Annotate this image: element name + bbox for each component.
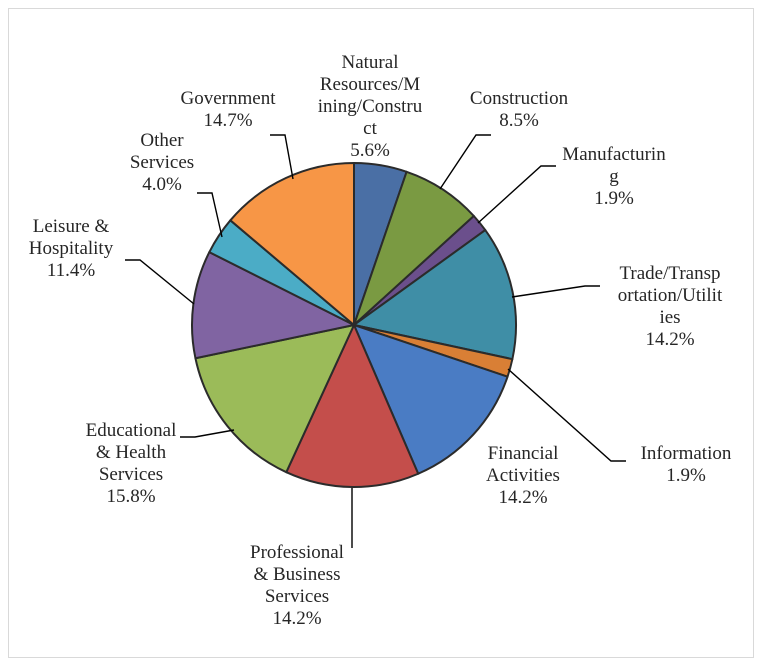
pie-slice-trade-transportation-utilities	[353, 229, 517, 361]
data-label-line: Natural	[342, 52, 399, 73]
data-label-value: 8.5%	[499, 110, 539, 131]
data-label-leisure-hospitality: Leisure & Hospitality 11.4%	[29, 216, 114, 281]
data-label-line: Trade/Transp	[619, 263, 720, 284]
data-label-government: Government 14.7%	[181, 88, 277, 131]
data-label-financial-activities: Financial Activities 14.2%	[486, 443, 560, 508]
leader-line-government	[270, 134, 294, 180]
data-label-trade-transportation-utilities: Trade/Transp ortation/Utilit ies 14.2%	[618, 263, 723, 350]
data-label-value: 11.4%	[47, 260, 96, 281]
leader-line-construction	[439, 134, 491, 190]
data-label-value: 14.2%	[272, 608, 321, 629]
data-label-line: ct	[363, 118, 377, 139]
data-label-natural-resources-mining-construct: Natural Resources/M ining/Constru ct 5.6%	[318, 52, 423, 161]
data-label-value: 5.6%	[350, 140, 390, 161]
data-label-line: & Health	[96, 442, 167, 463]
leader-lines	[125, 134, 626, 548]
data-label-line: Activities	[486, 465, 560, 486]
data-label-value: 14.2%	[645, 329, 694, 350]
data-label-line: Construction	[470, 88, 569, 109]
data-label-other-services: Other Services 4.0%	[130, 130, 194, 195]
data-label-value: 15.8%	[106, 486, 155, 507]
data-label-line: Services	[265, 586, 329, 607]
data-label-line: g	[609, 166, 619, 187]
data-label-line: Government	[181, 88, 277, 109]
data-label-line: ining/Constru	[318, 96, 423, 117]
pie-slice-professional-business-services	[285, 324, 420, 488]
data-label-value: 1.9%	[666, 465, 706, 486]
data-label-line: Educational	[86, 420, 177, 441]
leader-line-leisure-hospitality	[125, 259, 195, 305]
leader-line-information	[507, 368, 626, 462]
data-label-value: 4.0%	[142, 174, 182, 195]
data-label-line: & Business	[253, 564, 340, 585]
data-label-construction: Construction 8.5%	[470, 88, 569, 131]
data-label-line: Financial	[488, 443, 559, 464]
data-label-line: Professional	[250, 542, 344, 563]
pie-slice-government	[229, 162, 355, 326]
data-label-line: ortation/Utilit	[618, 285, 723, 306]
data-label-line: Manufacturin	[562, 144, 666, 165]
data-label-value: 14.7%	[203, 110, 252, 131]
data-label-line: Services	[99, 464, 163, 485]
data-label-manufacturing: Manufacturin g 1.9%	[562, 144, 666, 209]
pie-slice-educational-health-services	[194, 324, 355, 474]
data-label-educational-health-services: Educational & Health Services 15.8%	[86, 420, 177, 507]
pie-slices	[191, 162, 517, 488]
data-label-line: ies	[659, 307, 680, 328]
leader-line-other-services	[197, 192, 223, 238]
leader-line-educational-health-services	[180, 429, 235, 438]
data-label-line: Services	[130, 152, 194, 173]
data-label-value: 1.9%	[594, 188, 634, 209]
data-label-information: Information 1.9%	[641, 443, 732, 486]
pie-slice-financial-activities	[353, 324, 509, 475]
data-labels: Natural Resources/M ining/Constru ct 5.6% Con…	[29, 52, 732, 629]
data-label-line: Other	[140, 130, 184, 151]
leader-line-manufacturing	[477, 165, 556, 224]
data-label-value: 14.2%	[498, 487, 547, 508]
leader-line-trade-transportation-utilities	[511, 285, 600, 298]
data-label-professional-business-services: Professional & Business Services 14.2%	[250, 542, 344, 629]
data-label-line: Hospitality	[29, 238, 114, 259]
data-label-line: Information	[641, 443, 732, 464]
data-label-line: Resources/M	[320, 74, 420, 95]
data-label-line: Leisure &	[33, 216, 110, 237]
